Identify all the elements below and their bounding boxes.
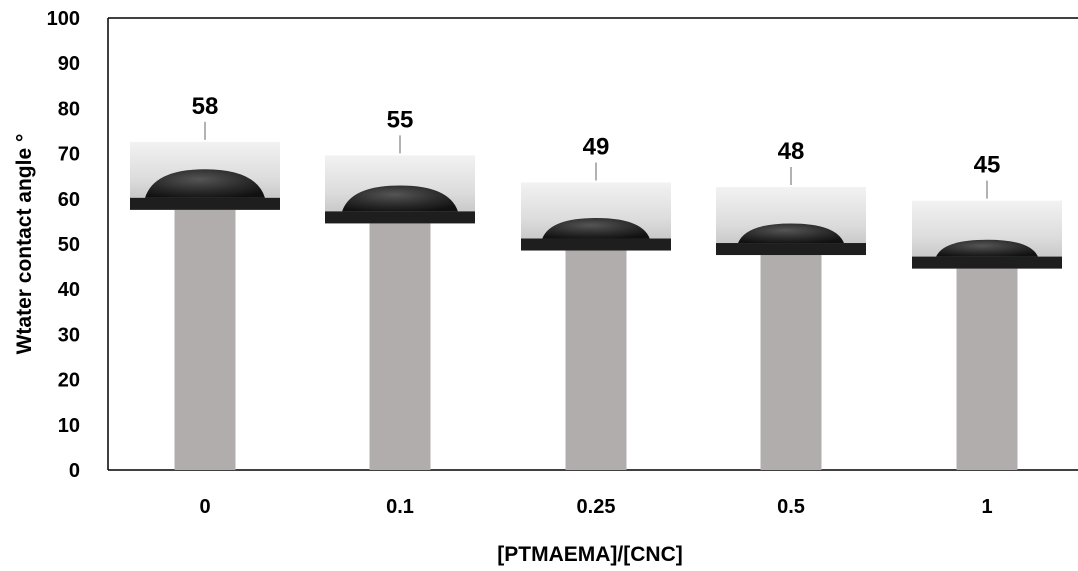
- x-axis-title: [PTMAEMA]/[CNC]: [497, 543, 682, 566]
- y-tick-label: 80: [58, 98, 80, 120]
- x-tick-label: 0.1: [386, 496, 414, 518]
- y-tick-label: 10: [58, 415, 80, 437]
- bar: [369, 221, 431, 470]
- y-axis-title: Wtater contact angle °: [13, 134, 36, 355]
- x-tick-label: 0.5: [777, 496, 805, 518]
- bar: [956, 266, 1018, 470]
- y-tick-labels: 0 10 20 30 40 50 60 70 80 90 100: [47, 8, 80, 482]
- bar: [174, 207, 236, 470]
- x-tick-label: 0: [199, 496, 210, 518]
- substrate: [716, 243, 866, 256]
- y-tick-label: 40: [58, 279, 80, 301]
- data-label: 45: [974, 152, 1001, 179]
- y-tick-label: 70: [58, 144, 80, 166]
- droplet-photo: [130, 121, 280, 210]
- substrate: [130, 197, 280, 210]
- x-tick-labels: 0 0.1 0.25 0.5 1: [199, 496, 992, 518]
- y-tick-label: 100: [47, 8, 80, 30]
- data-label: 48: [778, 138, 805, 165]
- droplet-photo: [325, 135, 475, 224]
- droplet-insets: [130, 121, 1062, 269]
- substrate: [521, 238, 671, 251]
- water-droplet: [342, 185, 458, 212]
- water-droplet: [936, 239, 1038, 257]
- droplet-photo: [716, 167, 866, 256]
- data-labels: 58 55 49 48 45: [192, 93, 1001, 179]
- water-droplet: [738, 223, 844, 244]
- x-tick-label: 1: [981, 496, 992, 518]
- data-label: 58: [192, 93, 219, 120]
- substrate: [325, 211, 475, 224]
- y-tick-label: 50: [58, 234, 80, 256]
- water-droplet: [145, 169, 265, 198]
- y-tick-label: 90: [58, 53, 80, 75]
- bar: [565, 248, 627, 470]
- y-tick-label: 0: [69, 460, 80, 482]
- droplet-photo: [912, 180, 1062, 269]
- substrate: [912, 256, 1062, 269]
- bar: [760, 253, 822, 470]
- data-label: 55: [387, 106, 414, 133]
- x-tick-label: 0.25: [577, 496, 616, 518]
- y-tick-label: 30: [58, 324, 80, 346]
- water-droplet: [542, 218, 650, 239]
- droplet-photo: [521, 162, 671, 251]
- y-tick-label: 60: [58, 189, 80, 211]
- data-label: 49: [583, 134, 610, 161]
- bars: [174, 207, 1018, 470]
- y-tick-label: 20: [58, 370, 80, 392]
